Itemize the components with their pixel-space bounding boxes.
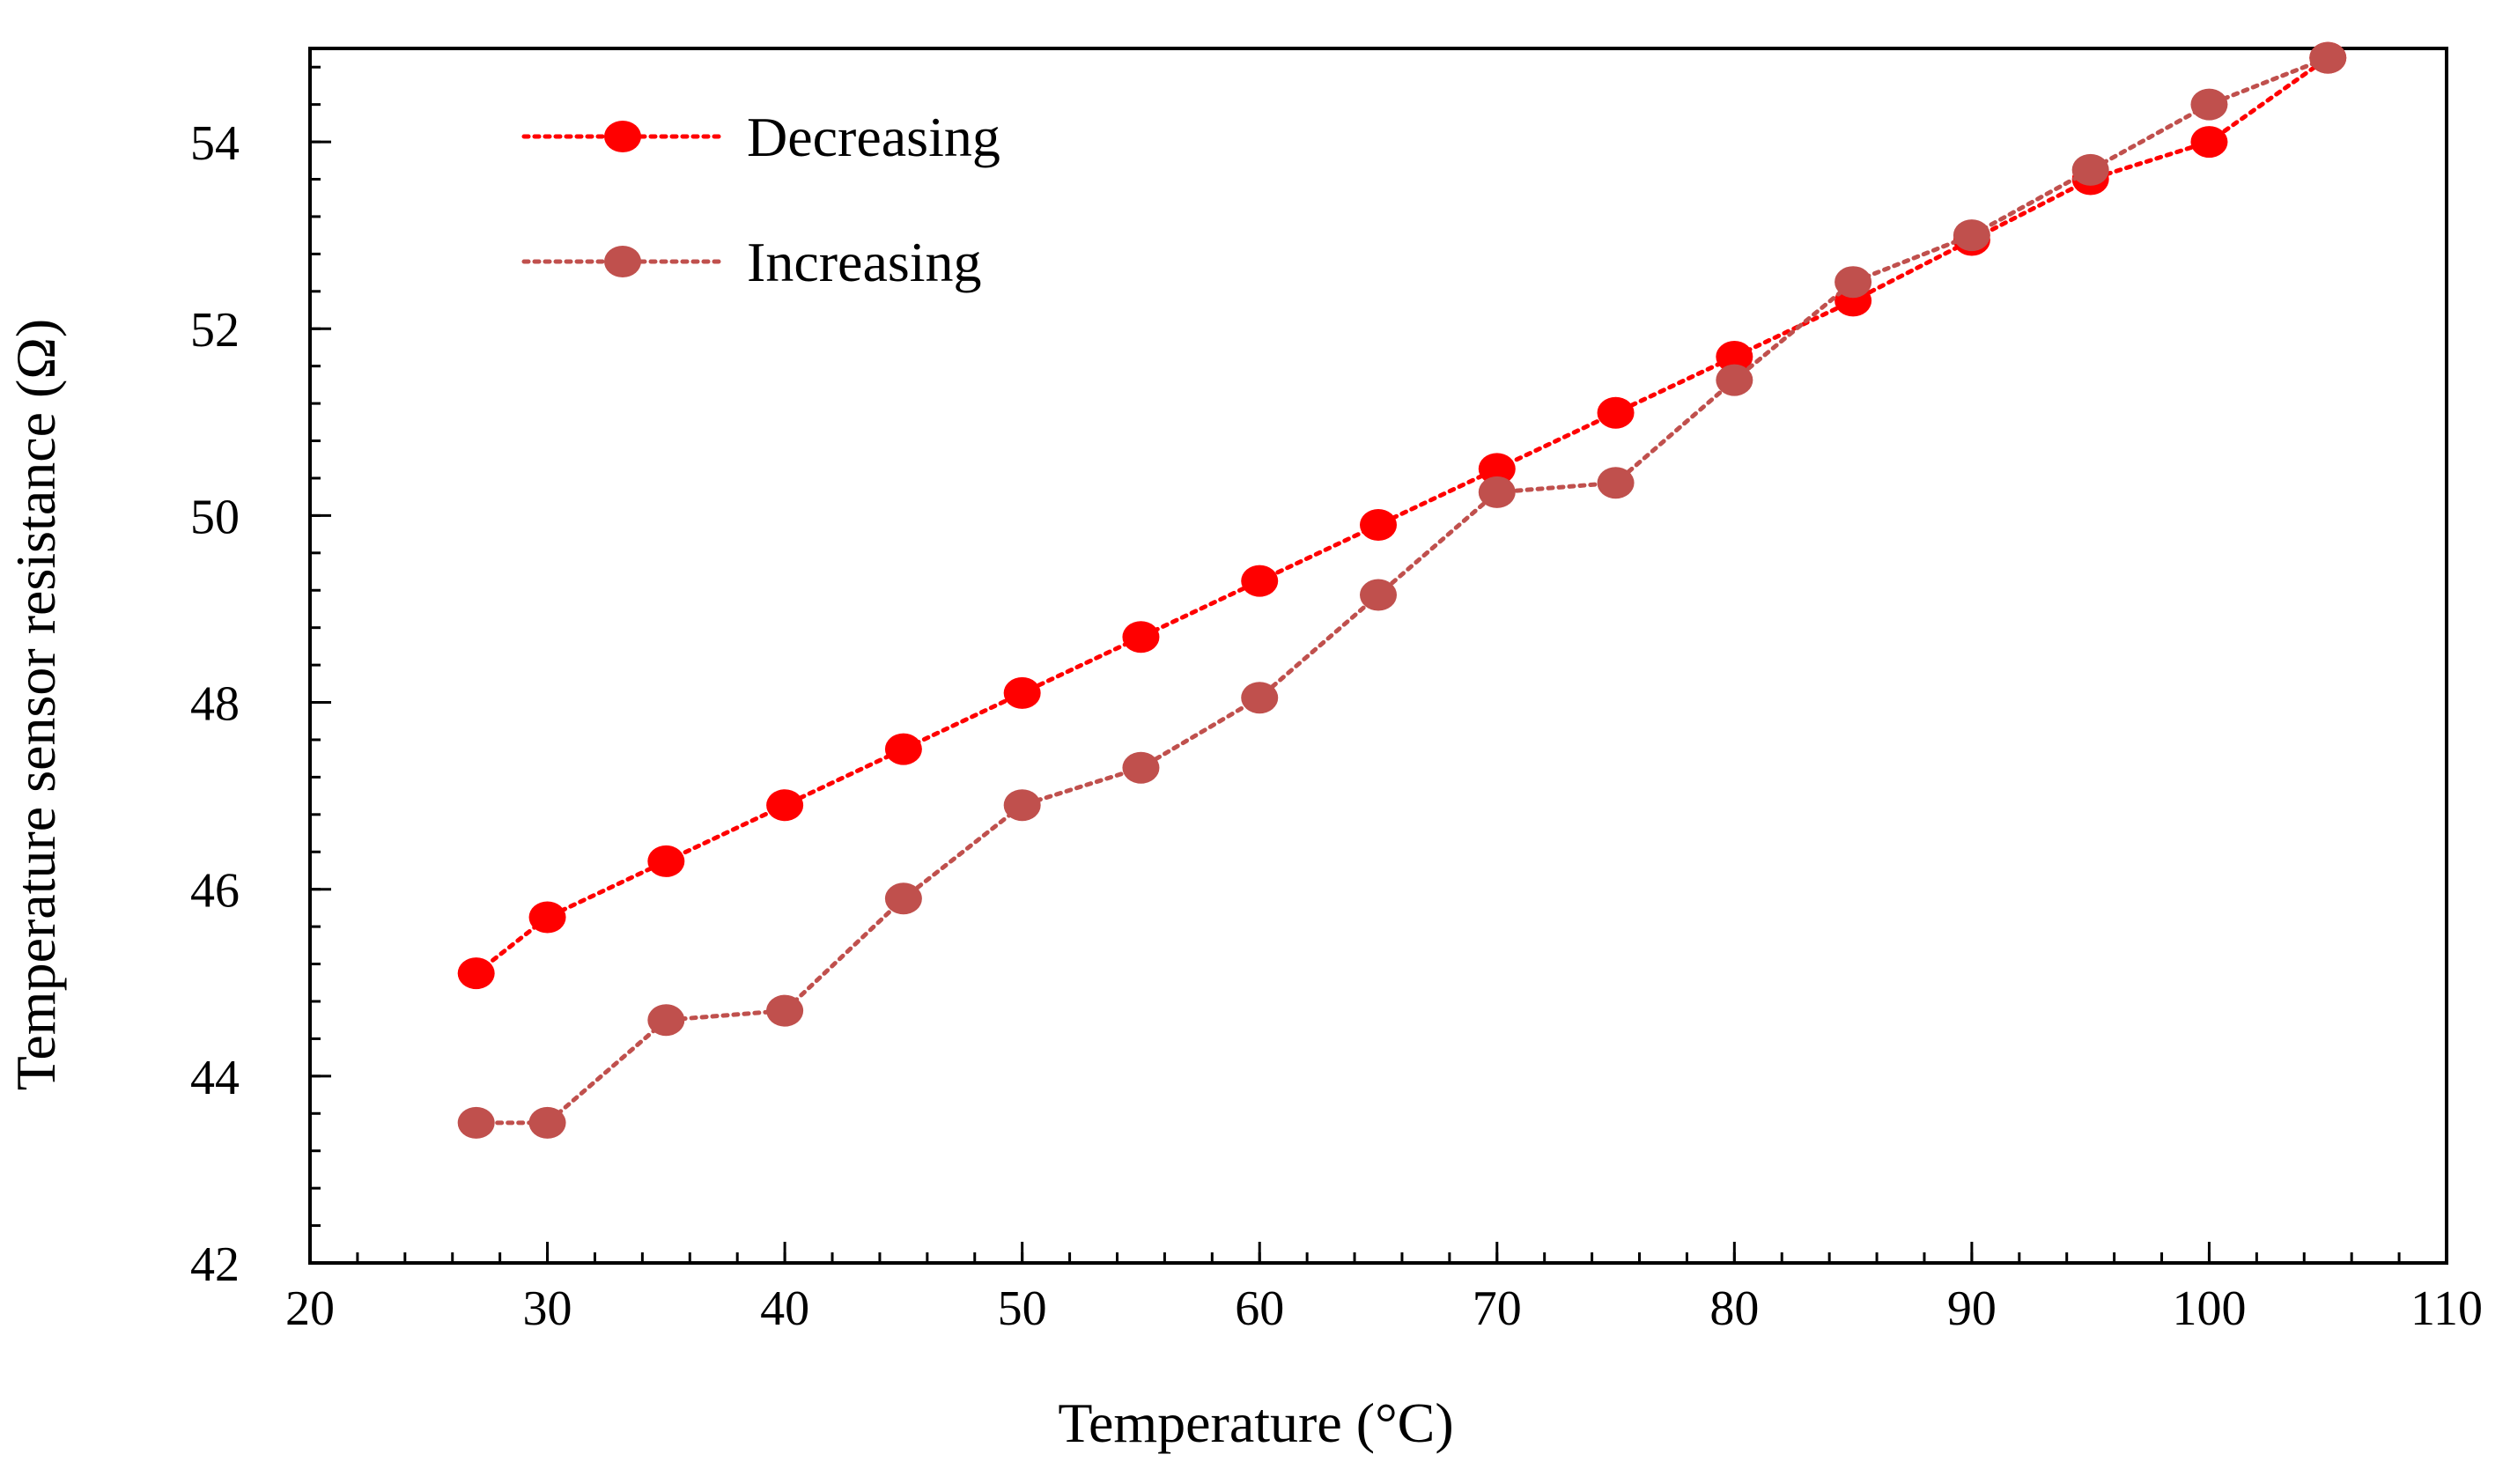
data-point-increasing [457, 1106, 495, 1139]
data-point-decreasing [884, 733, 922, 765]
data-point-decreasing [2190, 126, 2228, 159]
x-tick-label: 90 [1947, 1281, 1997, 1336]
data-point-increasing [1122, 751, 1160, 784]
x-tick-label: 110 [2410, 1281, 2483, 1336]
data-point-increasing [1953, 219, 1990, 252]
data-point-increasing [2071, 153, 2109, 186]
y-tick-label: 52 [190, 303, 240, 358]
data-point-decreasing [1003, 676, 1041, 709]
legend-item-decreasing: Decreasing [521, 106, 1000, 168]
data-point-decreasing [1597, 396, 1635, 429]
data-point-increasing [2190, 88, 2228, 121]
y-tick-label: 54 [190, 116, 240, 171]
legend-label: Decreasing [747, 106, 1000, 168]
data-point-increasing [1360, 579, 1397, 611]
data-point-increasing [884, 882, 922, 915]
data-point-increasing [1835, 266, 1872, 299]
data-point-decreasing [457, 957, 495, 990]
y-tick-label: 44 [190, 1051, 240, 1105]
data-point-decreasing [1122, 621, 1160, 653]
data-point-decreasing [647, 845, 685, 877]
x-tick-label: 30 [523, 1281, 572, 1336]
x-tick-label: 20 [285, 1281, 335, 1336]
data-point-increasing [1597, 467, 1635, 499]
data-point-decreasing [1360, 508, 1397, 541]
y-tick-label: 50 [190, 490, 240, 544]
legend: Decreasing Increasing [521, 106, 1000, 293]
y-axis-title: Temperature sensor resistance (Ω) [4, 319, 67, 1090]
y-tick-label: 46 [190, 864, 240, 919]
x-tick-label: 60 [1235, 1281, 1284, 1336]
data-point-decreasing [1716, 341, 1753, 373]
x-tick-label: 100 [2172, 1281, 2246, 1336]
x-axis-title: Temperature (°C) [1058, 1392, 1453, 1454]
x-tick-label: 40 [760, 1281, 809, 1336]
x-tick-label: 70 [1473, 1281, 1522, 1336]
data-point-decreasing [528, 901, 566, 934]
plot-frame [308, 47, 2448, 1265]
data-point-increasing [2309, 41, 2347, 74]
series-layer [457, 41, 2347, 1139]
axes-layer: 20 30 40 50 60 70 80 90 100 110 42 44 46 48 50 52 54 [190, 47, 2483, 1336]
data-point-increasing [647, 1004, 685, 1037]
data-point-increasing [1478, 476, 1516, 508]
data-point-decreasing [766, 789, 804, 822]
data-point-increasing [1003, 789, 1041, 822]
data-point-increasing [766, 994, 804, 1027]
series-increasing [457, 41, 2347, 1139]
legend-swatch-marker [604, 121, 641, 152]
data-point-decreasing [1241, 565, 1279, 597]
data-point-increasing [1241, 682, 1279, 714]
x-tick-label: 80 [1709, 1281, 1759, 1336]
data-point-decreasing [1478, 453, 1516, 485]
x-tick-label: 50 [998, 1281, 1047, 1336]
legend-swatch-marker [604, 246, 641, 277]
data-point-increasing [1716, 364, 1753, 396]
legend-item-increasing: Increasing [521, 231, 982, 293]
legend-label: Increasing [747, 231, 982, 293]
y-tick-label: 42 [190, 1237, 240, 1292]
data-point-increasing [528, 1106, 566, 1139]
y-tick-label: 48 [190, 677, 240, 732]
